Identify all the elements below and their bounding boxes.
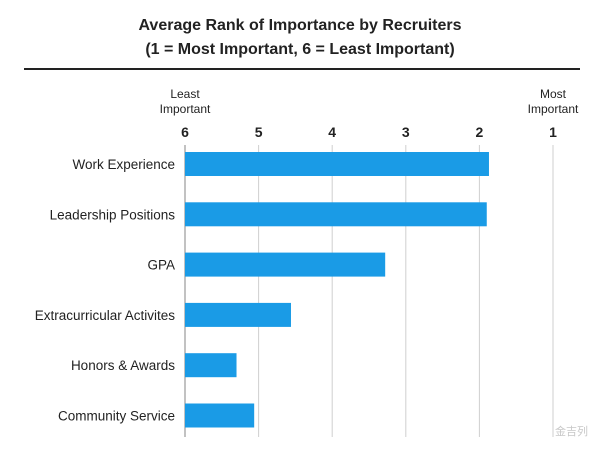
category-label-community-service: Community Service bbox=[58, 409, 175, 424]
right-caption-line2: Important bbox=[528, 102, 579, 116]
tick-label-6: 6 bbox=[181, 124, 189, 140]
bar-honors-awards bbox=[185, 353, 237, 378]
tick-label-2: 2 bbox=[476, 124, 484, 140]
tick-label-1: 1 bbox=[549, 124, 557, 140]
chart-title: Average Rank of Importance by Recruiters bbox=[138, 17, 462, 34]
category-label-leadership-positions: Leadership Positions bbox=[50, 207, 176, 222]
watermark: 金吉列 bbox=[555, 426, 588, 438]
category-label-honors-awards: Honors & Awards bbox=[71, 358, 175, 373]
tick-label-5: 5 bbox=[255, 124, 263, 140]
tick-label-4: 4 bbox=[328, 124, 336, 140]
left-caption-line2: Important bbox=[160, 102, 211, 116]
category-label-gpa: GPA bbox=[147, 258, 175, 273]
title-divider bbox=[24, 68, 580, 70]
bar-community-service bbox=[185, 403, 255, 428]
left-caption-line1: Least bbox=[170, 87, 200, 101]
bar-extracurricular-activites bbox=[185, 302, 291, 327]
tick-label-3: 3 bbox=[402, 124, 410, 140]
bar-leadership-positions bbox=[185, 202, 487, 227]
bar-work-experience bbox=[185, 152, 489, 176]
category-label-extracurricular-activites: Extracurricular Activites bbox=[35, 308, 176, 323]
right-caption-line1: Most bbox=[540, 87, 567, 101]
chart-subtitle: (1 = Most Important, 6 = Least Important… bbox=[145, 41, 455, 58]
bar-gpa bbox=[185, 252, 386, 277]
category-label-work-experience: Work Experience bbox=[72, 157, 175, 172]
